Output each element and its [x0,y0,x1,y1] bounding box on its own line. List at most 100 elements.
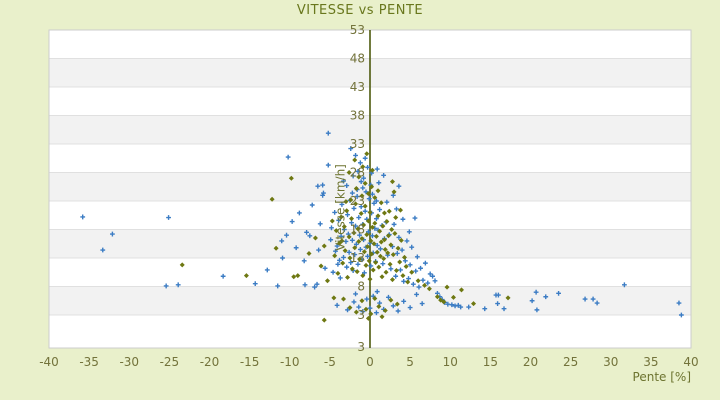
scatter-point-olive-diamond [354,269,360,275]
scatter-point-blue-plus [374,243,380,248]
scatter-point-olive-diamond [368,311,374,317]
scatter-point-blue-plus [594,300,600,306]
scatter-point-olive-diamond [378,200,384,206]
scatter-point-blue-plus [361,270,367,276]
scatter-point-olive-diamond [390,252,396,258]
scatter-point-blue-plus [307,233,313,239]
scatter-point-olive-diamond [393,268,399,274]
series-olive-diamond [179,151,511,323]
scatter-point-blue-plus [402,258,408,264]
scatter-point-blue-plus [381,172,387,178]
scatter-point-olive-diamond [363,262,369,268]
scatter-point-olive-diamond [388,297,394,303]
scatter-point-olive-diamond [340,260,346,266]
y-tick-label: 38 [350,109,365,123]
scatter-point-olive-diamond [358,211,364,217]
x-tick-label: 0 [366,355,374,369]
scatter-point-olive-diamond [365,218,371,224]
scatter-point-olive-diamond [349,216,355,222]
scatter-point-olive-diamond [347,255,353,261]
scatter-point-olive-diamond [346,170,352,175]
scatter-point-blue-plus [362,208,368,214]
scatter-point-blue-plus [395,308,401,314]
scatter-point-olive-diamond [368,238,374,244]
scatter-point-olive-diamond [351,230,357,236]
scatter-point-blue-plus [351,206,357,211]
y-axis-title: Vitesse [km/h] [333,164,348,251]
scatter-point-blue-plus [367,305,373,311]
scatter-point-olive-diamond [324,278,330,284]
scatter-point-blue-plus [289,219,295,224]
scatter-point-olive-diamond [332,253,338,259]
scatter-point-olive-diamond [353,185,359,191]
scatter-point-blue-plus [348,146,354,151]
scatter-point-blue-plus [378,246,383,252]
scatter-point-blue-plus [556,290,561,296]
scatter-point-olive-diamond [405,279,411,285]
scatter-point-olive-diamond [409,269,415,275]
scatter-point-olive-diamond [312,235,318,241]
scatter-point-blue-plus [365,253,370,259]
scatter-point-olive-diamond [393,215,399,221]
scatter-point-olive-diamond [318,263,324,269]
scatter-point-blue-plus [355,261,361,267]
x-tick-label: -15 [240,355,260,369]
scatter-point-olive-diamond [347,305,353,311]
scatter-point-blue-plus [370,233,375,239]
scatter-point-olive-diamond [422,282,428,288]
scatter-point-blue-plus [377,300,383,306]
scatter-point-olive-diamond [349,266,355,272]
scatter-point-blue-plus [341,178,346,184]
scatter-point-blue-plus [356,304,362,310]
scatter-point-blue-plus [264,267,270,273]
scatter-point-olive-diamond [273,245,279,251]
scatter-point-blue-plus [355,168,361,174]
scatter-point-blue-plus [358,204,364,210]
x-tick-label: 25 [563,355,578,369]
scatter-point-blue-plus [370,191,375,197]
scatter-point-blue-plus [357,160,363,166]
scatter-point-olive-diamond [403,264,409,270]
scatter-point-blue-plus [353,153,358,158]
scatter-point-olive-diamond [372,295,378,301]
x-tick-label: 35 [643,355,658,369]
scatter-point-olive-diamond [362,203,368,209]
scatter-point-olive-diamond [458,287,464,293]
scatter-point-blue-plus [377,207,383,212]
scatter-point-blue-plus [360,309,366,314]
scatter-point-blue-plus [361,175,366,181]
scatter-point-olive-diamond [400,273,406,279]
scatter-point-olive-diamond [341,224,347,230]
scatter-point-blue-plus [285,154,291,160]
scatter-point-blue-plus [529,298,535,304]
scatter-point-blue-plus [412,215,418,221]
scatter-point-olive-diamond [364,151,370,157]
scatter-point-olive-diamond [364,232,370,238]
scatter-point-blue-plus [175,282,181,288]
scatter-point-blue-plus [388,266,394,272]
scatter-point-olive-diamond [398,237,404,243]
scatter-point-blue-plus [427,271,433,277]
scatter-point-blue-plus [356,215,362,220]
scatter-point-blue-plus [352,252,358,257]
scatter-point-blue-plus [316,247,322,253]
scatter-point-olive-diamond [369,184,375,190]
scatter-point-blue-plus [678,312,684,318]
scatter-point-olive-diamond [373,260,379,266]
scatter-point-olive-diamond [363,306,369,312]
x-tick-label: -10 [280,355,300,369]
scatter-point-olive-diamond [386,208,392,214]
scatter-point-olive-diamond [387,261,393,267]
scatter-point-blue-plus [418,265,423,271]
scatter-point-blue-plus [345,212,350,218]
scatter-point-olive-diamond [179,262,185,268]
scatter-point-blue-plus [357,247,363,252]
scatter-point-olive-diamond [377,228,383,234]
scatter-point-olive-diamond [346,234,352,240]
scatter-point-olive-diamond [345,274,351,280]
scatter-point-olive-diamond [379,274,385,280]
scatter-point-olive-diamond [394,301,400,307]
scatter-point-olive-diamond [391,189,397,195]
scatter-point-olive-diamond [376,264,382,270]
scatter-point-olive-diamond [397,259,403,265]
